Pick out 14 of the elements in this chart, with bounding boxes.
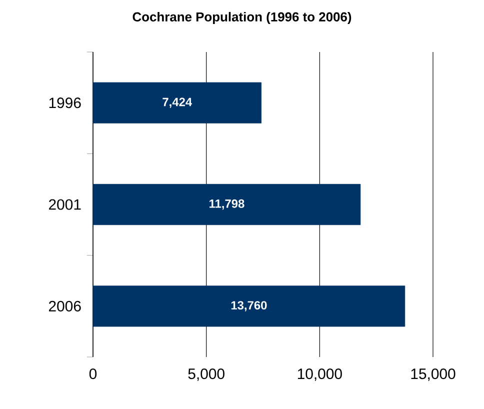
bar <box>92 286 406 327</box>
y-tick-label: 1996 <box>49 98 81 108</box>
data-label: 13,760 <box>231 301 267 312</box>
x-tick-label: 15,000 <box>411 368 456 381</box>
x-tick-label: 0 <box>89 368 97 380</box>
bar <box>92 82 262 124</box>
data-label: 7,424 <box>162 98 192 108</box>
data-label: 11,798 <box>210 199 244 210</box>
y-tick-label: 2001 <box>48 199 81 210</box>
chart-title: Cochrane Population (1996 to 2006) <box>132 12 352 24</box>
bar <box>92 184 361 226</box>
y-tick-label: 2006 <box>48 300 81 312</box>
x-tick-label: 10,000 <box>298 368 342 381</box>
x-tick-label: 5,000 <box>188 368 224 381</box>
